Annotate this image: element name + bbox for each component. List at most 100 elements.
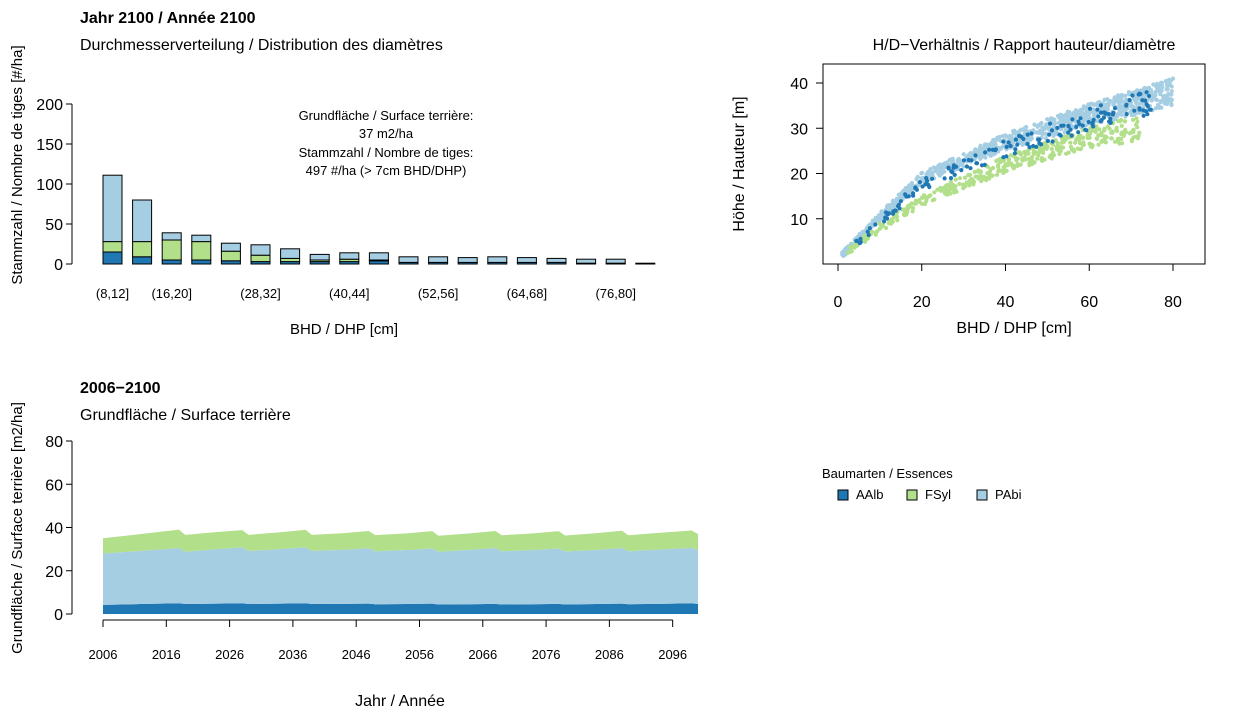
point-aalb: [1069, 133, 1074, 138]
point-aalb: [1066, 123, 1071, 128]
point-aalb: [1004, 154, 1009, 159]
point-pabi: [1135, 88, 1140, 93]
annotation-line-4: 497 #/ha (> 7cm BHD/DHP): [306, 163, 467, 178]
point-fsyl: [1095, 136, 1100, 141]
x-tick-label: 40: [997, 294, 1015, 311]
point-fsyl: [1057, 144, 1063, 149]
bar-segment-pabi: [339, 252, 360, 260]
point-fsyl: [1033, 150, 1038, 155]
point-aalb: [952, 172, 957, 177]
point-pabi: [1070, 112, 1075, 117]
x-tick-label: 2036: [278, 647, 307, 662]
point-fsyl: [1006, 157, 1012, 162]
point-aalb: [1145, 104, 1150, 109]
point-fsyl: [1059, 140, 1064, 145]
point-fsyl: [912, 201, 917, 206]
point-fsyl: [968, 178, 973, 183]
point-pabi: [1102, 97, 1107, 102]
x-tick-label: (52,56]: [418, 286, 458, 301]
point-fsyl: [1064, 151, 1069, 156]
point-pabi: [1137, 110, 1142, 115]
x-tick-label: (76,80]: [595, 286, 635, 301]
point-aalb: [961, 158, 967, 163]
point-fsyl: [1075, 146, 1080, 151]
point-fsyl: [1056, 148, 1061, 153]
point-pabi: [1070, 124, 1076, 129]
point-aalb: [1036, 137, 1041, 142]
point-fsyl: [994, 172, 1000, 177]
bar-segment-fsyl: [250, 254, 271, 263]
point-aalb: [946, 165, 951, 170]
point-fsyl: [1076, 134, 1081, 139]
y-tick-label: 20: [790, 167, 808, 184]
point-fsyl: [1096, 142, 1101, 147]
point-aalb: [1034, 144, 1039, 149]
point-pabi: [1025, 135, 1030, 140]
legend: Baumarten / Essences AAlb FSyl PAbi: [822, 466, 1022, 502]
point-pabi: [1161, 95, 1166, 100]
x-tick-label: (64,68]: [507, 286, 547, 301]
point-pabi: [1169, 89, 1174, 94]
point-fsyl: [1093, 129, 1098, 134]
point-pabi: [1008, 133, 1013, 138]
point-aalb: [854, 238, 859, 244]
point-pabi: [873, 218, 879, 223]
point-aalb: [927, 184, 932, 190]
point-pabi: [1108, 99, 1113, 104]
point-pabi: [1121, 106, 1126, 111]
point-pabi: [1066, 113, 1071, 118]
legend-swatch-fsyl: [906, 489, 918, 501]
point-pabi: [980, 154, 985, 159]
x-tick-label: (40,44]: [329, 286, 369, 301]
point-aalb: [898, 199, 904, 204]
basal-subtitle: Grundfläche / Surface terrière: [80, 407, 291, 424]
x-tick-label: 80: [1164, 294, 1182, 311]
hd-panel: H/D−Verhältnis / Rapport hauteur/diamètr…: [731, 37, 1206, 337]
y-tick-label: 0: [54, 257, 63, 274]
point-pabi: [930, 170, 935, 175]
diameter-x-axis-label: BHD / DHP [cm]: [290, 321, 398, 338]
point-aalb: [866, 232, 871, 238]
bar-segment-pabi: [428, 256, 449, 263]
point-aalb: [1013, 137, 1019, 142]
point-aalb: [917, 180, 923, 185]
bar-segment-pabi: [368, 252, 389, 261]
point-pabi: [926, 169, 931, 174]
point-fsyl: [972, 169, 977, 174]
point-pabi: [1127, 92, 1132, 97]
y-tick-label: 100: [36, 177, 63, 194]
point-pabi: [1141, 105, 1146, 110]
point-pabi: [885, 203, 890, 208]
point-aalb: [1098, 110, 1104, 115]
point-aalb: [1012, 151, 1018, 156]
point-aalb: [1143, 98, 1148, 103]
point-pabi: [1170, 76, 1176, 81]
point-fsyl: [1020, 158, 1025, 163]
point-pabi: [1031, 128, 1036, 133]
point-fsyl: [909, 201, 914, 206]
point-fsyl: [994, 158, 999, 164]
point-fsyl: [1051, 153, 1056, 158]
annotation-line-1: Grundfläche / Surface terrière:: [299, 108, 474, 123]
y-tick-label: 150: [36, 137, 63, 154]
point-pabi: [972, 157, 977, 162]
point-pabi: [1029, 136, 1034, 141]
diameter-y-ticks: 0 50 100 150 200: [36, 97, 72, 274]
point-fsyl: [1069, 147, 1074, 152]
y-tick-label: 0: [54, 607, 63, 624]
bar-segment-aalb: [132, 256, 153, 265]
point-fsyl: [910, 206, 916, 211]
point-pabi: [1119, 109, 1124, 115]
point-pabi: [1034, 130, 1039, 135]
point-fsyl: [1121, 133, 1126, 138]
point-pabi: [1151, 95, 1156, 100]
point-fsyl: [1099, 139, 1104, 144]
point-fsyl: [1054, 144, 1059, 149]
point-aalb: [1001, 139, 1006, 144]
diameter-x-tick-labels: (8,12] (16,20] (28,32] (40,44] (52,56] (64,68…: [96, 286, 636, 301]
point-aalb: [1049, 128, 1055, 133]
point-fsyl: [1085, 135, 1090, 141]
point-pabi: [1024, 124, 1029, 130]
point-fsyl: [1064, 136, 1069, 141]
point-pabi: [892, 199, 897, 205]
